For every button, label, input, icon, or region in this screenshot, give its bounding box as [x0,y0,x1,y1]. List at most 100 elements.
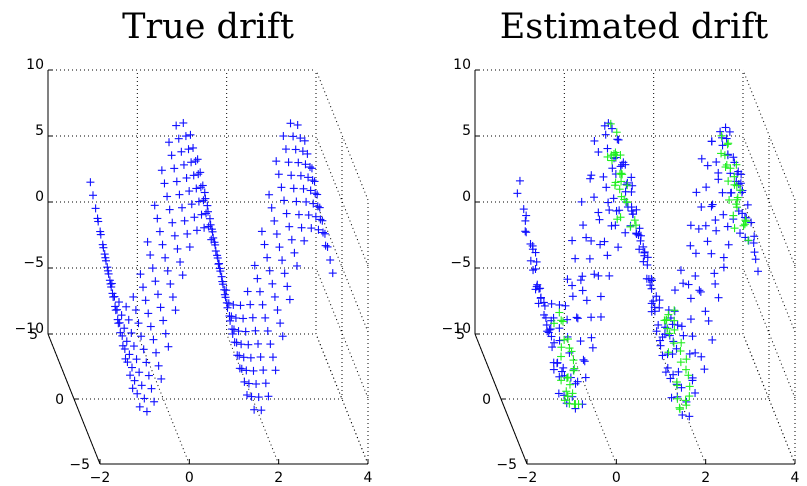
data-point [101,253,110,262]
gridline [742,333,796,465]
data-point [569,356,578,365]
data-point [513,189,522,198]
data-point [157,166,166,175]
data-point [314,225,323,234]
data-point [310,177,319,186]
data-point [703,237,712,246]
data-point [678,410,687,419]
data-point [571,379,580,388]
data-point [274,170,283,179]
data-point [151,277,160,286]
data-point [215,259,224,268]
z-tick-label: 5 [462,123,471,139]
data-point [196,168,205,177]
data-point [137,381,146,390]
data-point [681,365,690,374]
data-point [163,192,172,201]
data-point [616,213,625,222]
data-point [686,294,695,303]
data-point [613,135,622,144]
data-point [720,151,729,160]
data-point [202,209,211,218]
data-point [546,325,555,334]
data-point [557,367,566,376]
data-point [133,389,142,398]
data-point [686,221,695,230]
data-point [626,222,635,231]
data-point [677,383,686,392]
data-point [190,213,199,222]
data-point [215,264,224,273]
data-point [96,227,105,236]
data-point [328,269,337,278]
z-tick-label: −5 [23,255,44,271]
data-point [536,294,545,303]
data-point [159,316,168,325]
data-point [291,145,300,154]
data-point [697,352,706,361]
data-point [252,379,261,388]
data-point [289,132,298,141]
data-point [707,202,716,211]
data-point [636,231,645,240]
y-tick-label: −5 [69,457,90,473]
data-point [744,236,753,245]
data-point [558,317,567,326]
data-point [148,264,157,273]
data-point [555,324,564,333]
data-point [669,337,678,346]
data-point [662,315,671,324]
data-point [220,290,229,299]
data-point [750,232,759,241]
data-point [126,371,135,380]
data-point [696,287,705,296]
data-point [616,162,625,171]
data-point [609,194,618,203]
data-point [714,168,723,177]
data-point [613,215,622,224]
data-points [86,118,337,416]
data-point [293,120,302,129]
data-point [91,204,100,213]
data-point [187,158,196,167]
data-point [549,365,558,374]
data-point [184,145,193,154]
data-point [672,378,681,387]
data-point [287,235,296,244]
data-point [751,255,760,264]
data-point [587,333,596,342]
data-point [726,164,735,173]
data-point [663,363,672,372]
data-point [750,248,759,257]
data-point [256,353,265,362]
data-point [692,188,701,197]
data-point [139,283,148,292]
data-point [665,329,674,338]
data-point [612,128,621,137]
data-point [596,292,605,301]
data-point [265,266,274,275]
data-point [590,270,599,279]
data-point [209,233,218,242]
data-point [210,238,219,247]
data-point [573,377,582,386]
data-point [114,298,123,307]
data-point [183,229,192,238]
data-point [632,205,641,214]
data-point [206,220,215,229]
data-point [608,124,617,133]
data-point [289,184,298,193]
data-point [550,338,559,347]
data-point [562,387,571,396]
data-point [189,143,198,152]
data-point [248,313,257,322]
data-point [647,299,656,308]
x-tick-label: 2 [274,470,283,486]
data-point [251,326,260,335]
data-point [122,337,131,346]
data-point [278,256,287,265]
data-point [675,405,684,414]
data-point [279,132,288,141]
data-point [315,203,324,212]
